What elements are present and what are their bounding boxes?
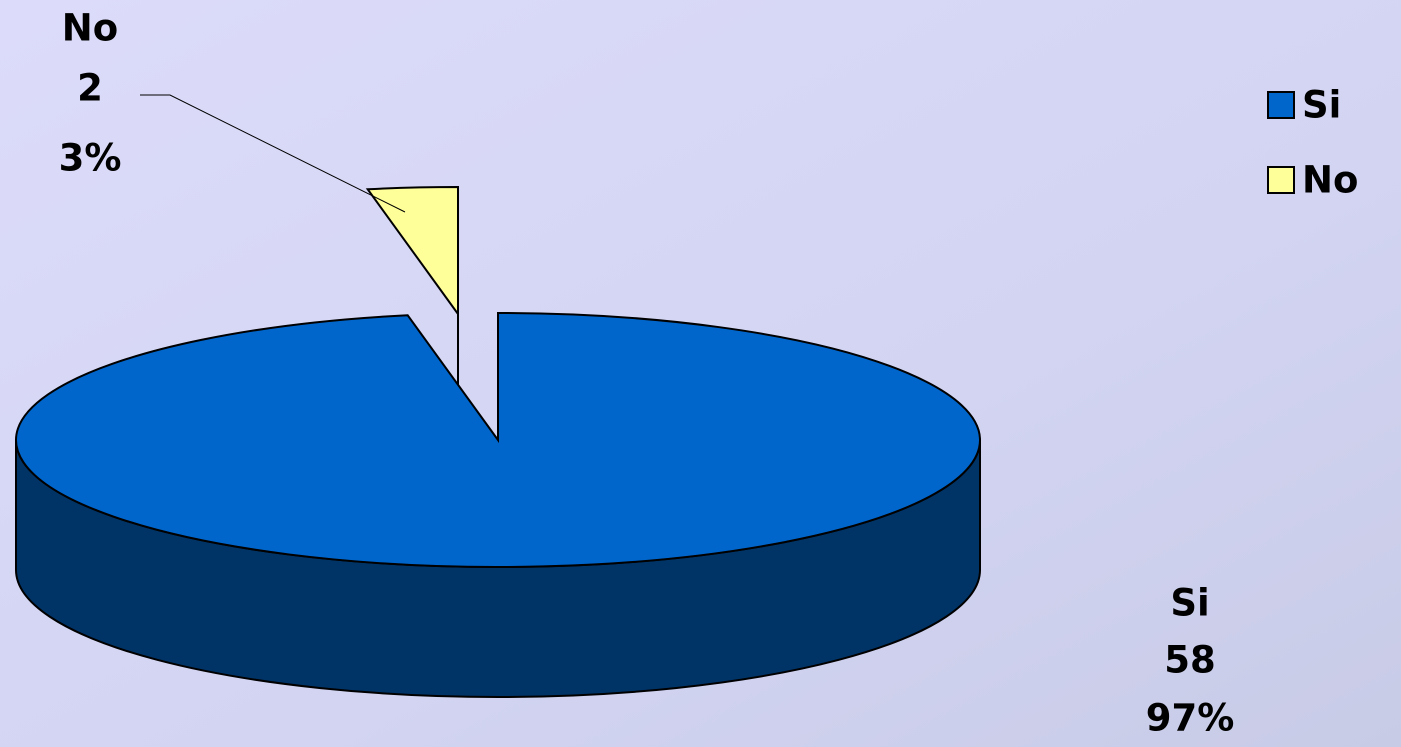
slice: [365, 185, 459, 444]
slice-top: [15, 311, 981, 568]
labels: Si 58 97% No 2 3%: [59, 7, 1235, 740]
legend-swatch: [1267, 91, 1295, 119]
legend-swatch: [1267, 166, 1295, 194]
data-label-count: 58: [1164, 639, 1216, 682]
leader-line: [140, 94, 406, 213]
slice-top: [365, 185, 459, 318]
data-label-category: No: [62, 7, 118, 50]
legend: Si No: [1267, 84, 1358, 202]
slice: [15, 311, 981, 698]
data-label-category: Si: [1170, 582, 1209, 625]
data-label-count: 2: [77, 67, 103, 110]
data-label-percent: 3%: [59, 137, 122, 180]
pie: [15, 185, 981, 698]
data-label-percent: 97%: [1146, 697, 1235, 740]
legend-label: No: [1302, 159, 1358, 202]
legend-label: Si: [1302, 84, 1341, 127]
